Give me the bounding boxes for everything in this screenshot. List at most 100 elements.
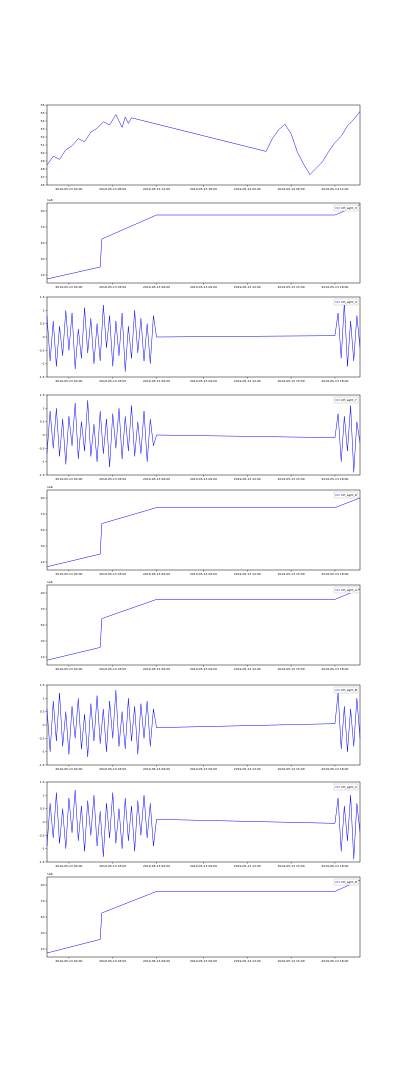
y-tick-label: 50: [41, 151, 45, 155]
x-tick-label: 2019-05-13 00:00: [55, 864, 82, 868]
y-tick-label: -1: [42, 460, 45, 464]
legend-box: [333, 298, 359, 306]
x-tick-label: 2019-05-13 18:00: [321, 667, 348, 671]
y-tick-label: -1.5: [39, 763, 45, 767]
y-tick-label: 0.5: [40, 322, 45, 326]
y-tick-label: 1: [43, 696, 45, 700]
legend-label: CH_sght_C: [341, 785, 357, 789]
plot-frame: [46, 394, 361, 476]
x-tick-label: 2019-05-13 00:00: [55, 572, 82, 576]
x-tick-label: 2019-05-13 06:00: [143, 572, 170, 576]
y-tick-label: 30: [41, 257, 45, 261]
x-tick-label: 2019-05-13 12:00: [234, 667, 261, 671]
x-tick-label: 2019-05-13 09:00: [190, 667, 217, 671]
x-tick-label: 2019-05-13 12:00: [234, 572, 261, 576]
x-tick-label: 2019-05-13 00:00: [55, 285, 82, 289]
y-tick-label: -1.5: [39, 473, 45, 477]
legend-box: [333, 204, 359, 212]
y-tick-label: -1.5: [39, 375, 45, 379]
x-tick-label: 2019-05-13 00:00: [55, 477, 82, 481]
y-tick-label: 49: [41, 159, 45, 163]
y-tick-label: 90: [41, 883, 45, 887]
series-line: [46, 497, 361, 568]
x-tick-label: 2019-05-13 03:00: [99, 864, 126, 868]
y-tick-label: 1.5: [40, 295, 45, 299]
x-tick-label: 2019-05-13 06:00: [99, 187, 126, 191]
x-tick-label: 2019-05-13 09:00: [190, 379, 217, 383]
legend-label: CH_sght_D: [341, 880, 358, 884]
y-tick-label: 55: [41, 111, 45, 115]
x-tick-label: 2019-05-13 12:00: [234, 285, 261, 289]
x-tick-label: 2019-05-13 09:00: [190, 572, 217, 576]
y-tick-label: 48: [41, 167, 45, 171]
x-tick-label: 2019-05-13 15:00: [278, 379, 305, 383]
axis-offset: 1e6: [47, 580, 53, 584]
y-tick-label: 50: [41, 528, 45, 532]
x-tick-label: 2019-05-13 18:00: [321, 285, 348, 289]
x-tick-label: 2019-05-13 18:00: [321, 959, 348, 963]
legend-label: CH_sght_Z: [341, 493, 357, 497]
y-tick-label: -1: [42, 750, 45, 754]
x-tick-label: 2019-05-13 06:00: [143, 767, 170, 771]
y-tick-label: 0.5: [40, 420, 45, 424]
x-tick-label: 2019-05-13 12:00: [234, 379, 261, 383]
y-tick-label: 10: [41, 273, 45, 277]
y-tick-label: 47: [41, 175, 45, 179]
x-tick-label: 2019-05-13 15:00: [278, 285, 305, 289]
x-tick-label: 2019-05-13 12:00: [234, 959, 261, 963]
series-line: [46, 690, 361, 758]
legend-box: [333, 686, 359, 694]
legend-box: [333, 878, 359, 886]
series-line: [46, 302, 361, 372]
y-tick-label: 50: [41, 623, 45, 627]
x-tick-label: 2019-05-13 00:00: [55, 379, 82, 383]
y-tick-label: 90: [41, 496, 45, 500]
x-tick-label: 2019-05-14 12:00: [321, 187, 348, 191]
y-tick-label: 51: [41, 143, 45, 147]
series-line: [46, 789, 361, 860]
plot-frame: [46, 876, 361, 958]
y-tick-label: 1.5: [40, 780, 45, 784]
y-tick-label: 1.5: [40, 393, 45, 397]
x-tick-label: 2019-05-14 00:00: [234, 187, 261, 191]
x-tick-label: 2019-05-13 09:00: [190, 959, 217, 963]
x-tick-label: 2019-05-13 18:00: [321, 767, 348, 771]
x-tick-label: 2019-05-13 03:00: [99, 572, 126, 576]
y-tick-label: 53: [41, 127, 45, 131]
x-tick-label: 2019-05-13 06:00: [143, 379, 170, 383]
y-tick-label: 90: [41, 591, 45, 595]
x-tick-label: 2019-05-13 06:00: [143, 667, 170, 671]
legend-box: [333, 491, 359, 499]
y-tick-label: 30: [41, 639, 45, 643]
y-tick-label: 52: [41, 135, 45, 139]
y-tick-label: 50: [41, 915, 45, 919]
y-tick-label: 0: [43, 723, 45, 727]
plot-frame: [46, 684, 361, 766]
x-tick-label: 2019-05-13 09:00: [190, 864, 217, 868]
legend-label: CH_sght_X: [341, 300, 357, 304]
y-tick-label: -1: [42, 362, 45, 366]
x-tick-label: 2019-05-13 06:00: [143, 477, 170, 481]
x-tick-label: 2019-05-13 03:00: [99, 285, 126, 289]
y-tick-label: 1: [43, 406, 45, 410]
x-tick-label: 2019-05-13 06:00: [143, 285, 170, 289]
y-tick-label: 1.5: [40, 683, 45, 687]
plot-frame: [46, 781, 361, 863]
x-tick-label: 2019-05-13 15:00: [278, 767, 305, 771]
x-tick-label: 2019-05-13 00:00: [55, 959, 82, 963]
y-tick-label: 10: [41, 560, 45, 564]
y-tick-label: 70: [41, 225, 45, 229]
axis-offset: 1e6: [47, 198, 53, 202]
x-tick-label: 2019-05-13 18:00: [321, 572, 348, 576]
x-tick-label: 2019-05-13 12:00: [234, 767, 261, 771]
x-tick-label: 2019-05-13 09:00: [190, 285, 217, 289]
series-line: [46, 204, 361, 280]
y-tick-label: 30: [41, 931, 45, 935]
y-tick-label: 70: [41, 607, 45, 611]
x-tick-label: 2019-05-13 06:00: [143, 864, 170, 868]
legend-label: CH_sght_A: [341, 588, 358, 592]
plot-frame: [46, 296, 361, 378]
x-tick-label: 2019-05-13 18:00: [321, 864, 348, 868]
y-tick-label: 0: [43, 335, 45, 339]
